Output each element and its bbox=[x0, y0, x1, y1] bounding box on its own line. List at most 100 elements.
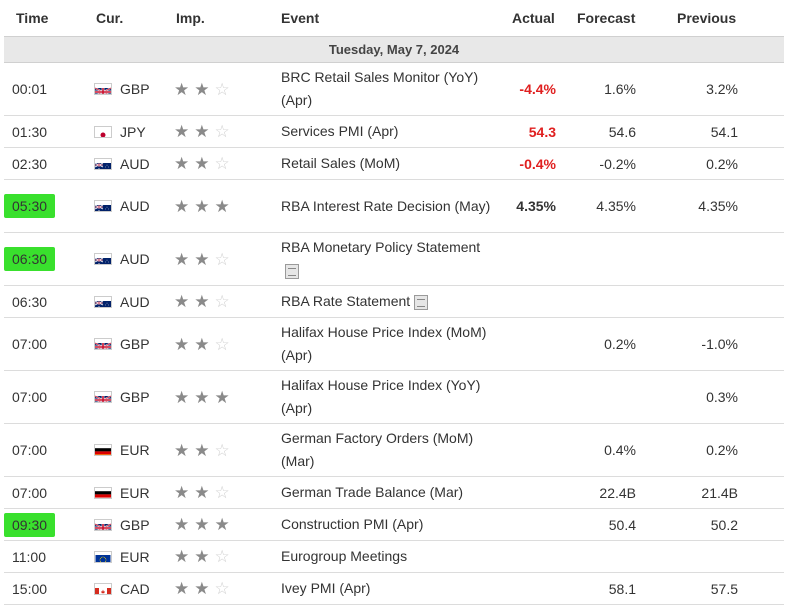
currency-code: GBP bbox=[120, 517, 150, 533]
table-header: Time Cur. Imp. Event Actual Forecast Pre… bbox=[4, 0, 784, 37]
header-time[interactable]: Time bbox=[16, 10, 48, 26]
currency-cell: GBP bbox=[94, 509, 164, 540]
currency-cell: AUD bbox=[94, 148, 164, 179]
actual-cell bbox=[484, 477, 556, 508]
header-previous[interactable]: Previous bbox=[677, 10, 736, 26]
forecast-cell bbox=[564, 541, 636, 572]
currency-cell: JPY bbox=[94, 116, 164, 147]
currency-code: CAD bbox=[120, 581, 150, 597]
date-row: Tuesday, May 7, 2024 bbox=[4, 37, 784, 63]
header-importance[interactable]: Imp. bbox=[176, 10, 205, 26]
event-link[interactable]: Construction PMI (Apr) bbox=[281, 516, 423, 532]
time-cell: 11:00 bbox=[12, 541, 72, 572]
previous-value: 0.2% bbox=[706, 156, 738, 172]
event-link[interactable]: Retail Sales (MoM) bbox=[281, 155, 400, 171]
economic-calendar-table: Time Cur. Imp. Event Actual Forecast Pre… bbox=[4, 0, 784, 605]
event-link[interactable]: Halifax House Price Index (MoM) (Apr) bbox=[281, 324, 486, 363]
star-filled-icon: ★ bbox=[194, 155, 209, 172]
star-filled-icon: ★ bbox=[174, 336, 189, 353]
currency-code: AUD bbox=[120, 198, 150, 214]
currency-cell: GBP bbox=[94, 63, 164, 115]
forecast-cell: 4.35% bbox=[564, 180, 636, 232]
event-cell: Halifax House Price Index (MoM) (Apr) bbox=[281, 318, 496, 370]
event-link[interactable]: BRC Retail Sales Monitor (YoY) (Apr) bbox=[281, 69, 478, 108]
currency-code: GBP bbox=[120, 336, 150, 352]
time-value: 01:30 bbox=[12, 124, 47, 140]
star-filled-icon: ★ bbox=[194, 484, 209, 501]
header-currency[interactable]: Cur. bbox=[96, 10, 123, 26]
forecast-value: 0.2% bbox=[604, 336, 636, 352]
event-cell: Ivey PMI (Apr) bbox=[281, 573, 496, 604]
eu-flag-icon bbox=[94, 551, 112, 563]
header-forecast[interactable]: Forecast bbox=[577, 10, 635, 26]
event-link[interactable]: Halifax House Price Index (YoY) (Apr) bbox=[281, 377, 480, 416]
star-filled-icon: ★ bbox=[194, 516, 209, 533]
document-icon[interactable] bbox=[414, 295, 428, 310]
time-value: 06:30 bbox=[12, 294, 47, 310]
time-value: 15:00 bbox=[12, 581, 47, 597]
star-filled-icon: ★ bbox=[174, 123, 189, 140]
star-empty-icon: ☆ bbox=[215, 155, 230, 172]
previous-value: -1.0% bbox=[701, 336, 738, 352]
time-cell: 07:00 bbox=[12, 424, 72, 476]
currency-code: JPY bbox=[120, 124, 146, 140]
star-filled-icon: ★ bbox=[194, 123, 209, 140]
previous-value: 21.4B bbox=[701, 485, 738, 501]
uk-flag-icon bbox=[94, 519, 112, 531]
event-link[interactable]: RBA Interest Rate Decision (May) bbox=[281, 198, 490, 214]
star-filled-icon: ★ bbox=[194, 251, 209, 268]
currency-code: AUD bbox=[120, 156, 150, 172]
time-value: 07:00 bbox=[12, 485, 47, 501]
star-filled-icon: ★ bbox=[194, 198, 209, 215]
actual-cell bbox=[484, 318, 556, 370]
time-cell: 00:01 bbox=[12, 63, 72, 115]
time-value: 09:30 bbox=[4, 513, 55, 537]
event-link[interactable]: German Trade Balance (Mar) bbox=[281, 484, 463, 500]
previous-cell: 3.2% bbox=[664, 63, 738, 115]
document-icon[interactable] bbox=[285, 264, 299, 279]
uk-flag-icon bbox=[94, 83, 112, 95]
previous-cell: 0.2% bbox=[664, 424, 738, 476]
star-filled-icon: ★ bbox=[174, 548, 189, 565]
event-link[interactable]: RBA Monetary Policy Statement bbox=[281, 239, 480, 255]
event-link[interactable]: Ivey PMI (Apr) bbox=[281, 580, 370, 596]
previous-cell: 0.3% bbox=[664, 371, 738, 423]
previous-value: 4.35% bbox=[698, 198, 738, 214]
actual-cell bbox=[484, 371, 556, 423]
header-actual[interactable]: Actual bbox=[512, 10, 555, 26]
forecast-cell: -0.2% bbox=[564, 148, 636, 179]
forecast-value: 1.6% bbox=[604, 81, 636, 97]
star-empty-icon: ☆ bbox=[215, 123, 230, 140]
previous-value: 3.2% bbox=[706, 81, 738, 97]
star-empty-icon: ☆ bbox=[215, 484, 230, 501]
star-filled-icon: ★ bbox=[174, 516, 189, 533]
currency-cell: CAD bbox=[94, 573, 164, 604]
event-link[interactable]: Services PMI (Apr) bbox=[281, 123, 398, 139]
event-link[interactable]: RBA Rate Statement bbox=[281, 293, 410, 309]
event-link[interactable]: German Factory Orders (MoM) (Mar) bbox=[281, 430, 473, 469]
actual-value: -4.4% bbox=[519, 81, 556, 97]
header-event[interactable]: Event bbox=[281, 10, 319, 26]
currency-code: AUD bbox=[120, 251, 150, 267]
actual-value: -0.4% bbox=[519, 156, 556, 172]
star-filled-icon: ★ bbox=[194, 293, 209, 310]
actual-cell: -0.4% bbox=[484, 148, 556, 179]
event-link[interactable]: Eurogroup Meetings bbox=[281, 548, 407, 564]
actual-cell bbox=[484, 541, 556, 572]
star-filled-icon: ★ bbox=[194, 580, 209, 597]
jp-flag-icon bbox=[94, 126, 112, 138]
forecast-cell: 50.4 bbox=[564, 509, 636, 540]
